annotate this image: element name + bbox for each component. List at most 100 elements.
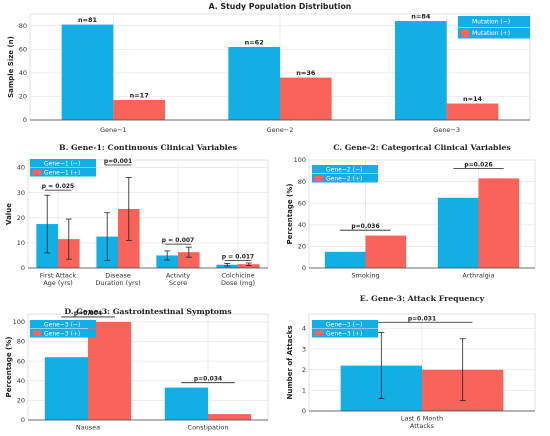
y-tick-label: 2 [302, 366, 306, 374]
x-tick-label: Duration (yrs) [95, 279, 140, 287]
legend-swatch [315, 175, 323, 181]
legend-row-background [30, 320, 96, 329]
y-tick-label: 20 [17, 397, 25, 405]
legend-label: Gene−2 (+) [326, 175, 362, 182]
chart-title: C. Gene-2: Categorical Clinical Variable… [333, 143, 511, 152]
chart-title: D. Gene-3: Gastrointestinal Symptoms [64, 307, 232, 316]
y-tick-label: 40 [298, 221, 306, 229]
bar-b-s0-c2 [156, 255, 178, 268]
legend-label: Gene−3 (−) [44, 321, 80, 328]
y-tick-label: 80 [298, 178, 306, 186]
legend: Gene−3 (−) Gene−3 (+) [30, 320, 96, 338]
legend: Mutation (−) Mutation (+) [458, 16, 530, 39]
y-tick-label: 0 [21, 264, 25, 272]
legend-row-background [312, 320, 378, 329]
legend-label: Gene−3 (+) [326, 330, 362, 337]
significance-label: p=0.001 [104, 158, 132, 165]
bar-data-label: n=81 [78, 16, 98, 24]
y-axis-label: Percentage (%) [5, 337, 13, 398]
x-tick-label: Gene−2 [267, 126, 294, 134]
legend-swatch [461, 29, 469, 37]
legend: Gene−2 (−) Gene−2 (+) [312, 165, 378, 183]
bar-data-label: n=62 [245, 38, 264, 46]
legend-label: Gene−3 (−) [326, 321, 362, 328]
y-tick-label: 60 [19, 46, 27, 54]
y-tick-label: 0 [302, 407, 306, 415]
legend-swatch [33, 169, 41, 175]
bar-c-s1-c1 [478, 178, 520, 268]
significance-label: p = 0.007 [162, 237, 194, 244]
x-tick-label: Gene−3 [433, 126, 460, 134]
x-tick-label: Last 6 Month [401, 415, 443, 423]
legend-label: Gene−2 (−) [326, 166, 362, 173]
y-tick-label: 100 [294, 156, 306, 164]
legend-swatch [461, 17, 469, 26]
bar-b-s1-c2 [178, 252, 200, 268]
significance-label: p=0.004 [74, 310, 102, 317]
y-tick-label: 40 [19, 69, 27, 77]
legend-row-background [30, 168, 96, 177]
y-tick-label: 4 [302, 325, 306, 333]
y-axis-label: Value [5, 203, 13, 225]
significance-label: p=0.031 [408, 315, 436, 322]
legend-label: Gene−3 (+) [44, 330, 80, 337]
y-axis-label: Percentage (%) [286, 184, 294, 245]
y-axis-label: Sample Size (n) [7, 36, 15, 98]
chart-title: E. Gene-3: Attack Frequency [360, 294, 485, 303]
bar-c-s0-c0 [324, 251, 366, 268]
y-tick-label: 60 [298, 199, 306, 207]
x-tick-label: Colchicine [221, 272, 254, 280]
legend-row-background [30, 329, 96, 338]
x-tick-label: Age (yrs) [43, 279, 73, 287]
legend-row-background [312, 174, 378, 183]
y-tick-label: 100 [13, 318, 25, 326]
y-tick-label: 40 [17, 164, 25, 172]
bar-data-label: n=84 [411, 13, 431, 21]
legend-swatch [33, 160, 41, 166]
x-tick-label: Constipation [188, 424, 229, 432]
bar-a-s1-c1 [280, 77, 332, 120]
x-tick-label: Arthralgia [462, 272, 494, 280]
y-tick-label: 20 [19, 93, 27, 101]
bar-c-s1-c0 [365, 235, 407, 268]
chart-title: A. Study Population Distribution [209, 2, 352, 11]
y-tick-label: 10 [17, 239, 25, 247]
legend-row-background [312, 165, 378, 174]
y-tick-label: 20 [298, 243, 306, 251]
bar-a-s0-c1 [228, 46, 280, 120]
chart-panel-a: 0 20 40 60 80 n=81 n=62 n=84 n=17 n=36 n=14 Gene−1 G… [7, 2, 531, 134]
bar-d-s0-c1 [164, 387, 208, 420]
x-tick-label: Nausea [76, 424, 100, 432]
y-axis-label: Number of Attacks [286, 326, 294, 400]
x-tick-label: First Attack [40, 272, 77, 280]
significance-label: p = 0.025 [42, 183, 74, 190]
legend-row-background [458, 16, 530, 27]
significance-label: p=0.034 [194, 376, 222, 383]
bar-d-s1-c1 [208, 414, 252, 420]
significance-label: p = 0.017 [222, 253, 254, 260]
bar-d-s0-c0 [44, 357, 88, 420]
chart-panel-c: 0 20 40 60 80 100 Smoking Arthralgia p=0.036 p=0.… [286, 143, 536, 280]
legend-swatch [33, 330, 41, 336]
y-tick-label: 80 [17, 338, 25, 346]
bar-data-label: n=14 [463, 95, 483, 103]
significance-label: p=0.036 [351, 223, 379, 230]
y-tick-label: 20 [17, 214, 25, 222]
x-tick-label: Smoking [351, 272, 379, 280]
legend-swatch [315, 330, 323, 336]
bar-a-s0-c2 [395, 21, 447, 120]
y-tick-label: 0 [302, 264, 306, 272]
legend-label: Mutation (−) [472, 19, 510, 26]
x-tick-label: Attacks [410, 422, 435, 430]
bar-a-s1-c2 [446, 103, 499, 120]
bar-a-s1-c0 [113, 99, 165, 120]
y-tick-label: 80 [19, 22, 27, 30]
y-tick-label: 30 [17, 189, 25, 197]
y-tick-label: 40 [17, 377, 25, 385]
x-tick-label: Dose (mg) [221, 279, 255, 287]
legend: Gene−3 (−) Gene−3 (+) [312, 320, 378, 338]
bar-b-s1-c3 [238, 264, 260, 268]
legend-label: Mutation (+) [472, 30, 510, 37]
y-tick-label: 1 [302, 387, 306, 395]
